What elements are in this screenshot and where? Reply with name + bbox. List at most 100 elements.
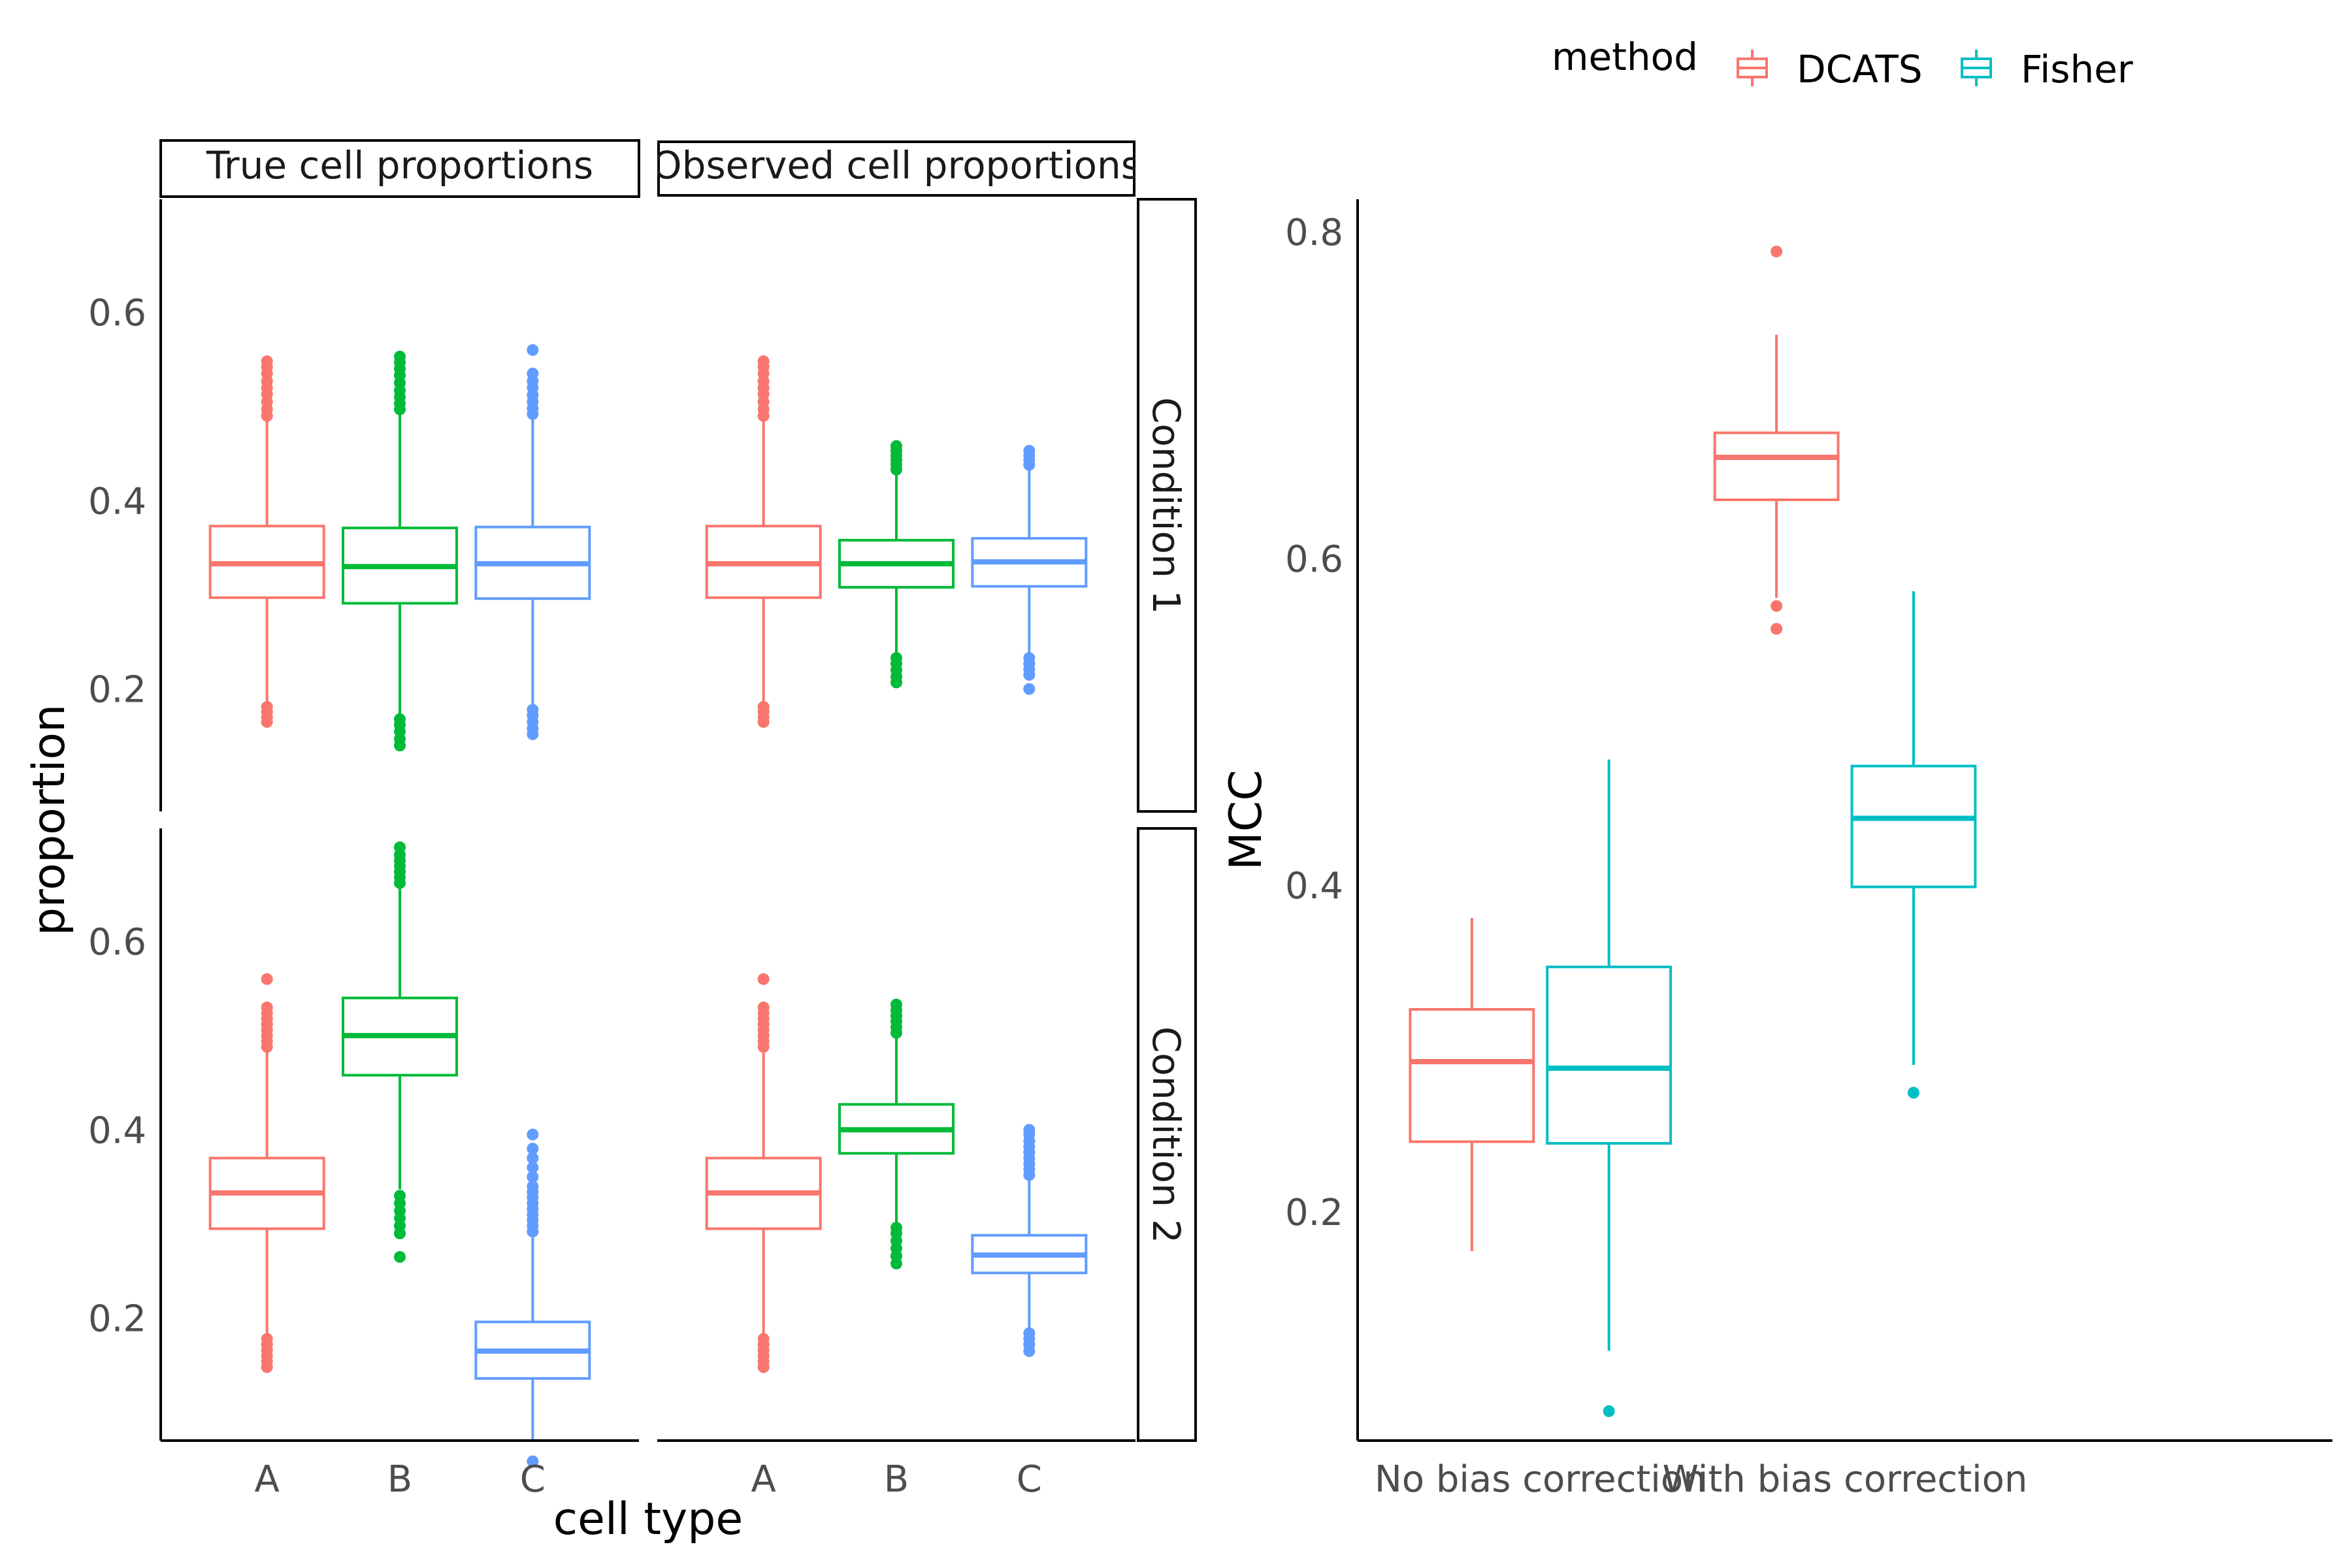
mcc-box-dcats-with-bias-correction-outlier-0: [1771, 623, 1783, 635]
panel-true-cell-proportions-condition-2-box-c-outlier-13: [527, 1143, 539, 1155]
mcc-box-dcats-no-bias-correction-iqr: [1409, 1008, 1535, 1143]
panel-observed-cell-proportions-condition-1-box-a-outlier-12: [757, 355, 770, 367]
legend-item-fisher: Fisher: [1961, 47, 2133, 91]
panel-true-cell-proportions-condition-2-box-a-outlier-5: [261, 1333, 273, 1345]
strip-right-condition-1: [1137, 198, 1197, 813]
panel-true-cell-proportions-condition-2-y-tick-label: 0.6: [88, 921, 146, 964]
mcc-box-fisher-no-bias-correction: [1546, 759, 1673, 1417]
panel-true-cell-proportions-condition-2-x-tick-label-a: A: [255, 1458, 280, 1501]
panel-true-cell-proportions-condition-2-box-c-outlier-9: [527, 1180, 539, 1192]
panel-true-cell-proportions-condition-2-y-tick-label: 0.4: [88, 1109, 146, 1152]
mcc-y-tick-label: 0.2: [1285, 1192, 1343, 1234]
left-x-axis-title: cell type: [553, 1494, 743, 1545]
panel-true-cell-proportions-condition-1-box-b: [342, 350, 458, 752]
panel-observed-cell-proportions-condition-1-box-c-outlier-4: [1023, 652, 1036, 664]
panel-true-cell-proportions-condition-1-y-tick-label: 0.2: [88, 669, 146, 711]
panel-observed-cell-proportions-condition-2-box-a-outlier-14: [757, 973, 770, 985]
mcc-box-dcats-no-bias-correction: [1409, 918, 1535, 1251]
panel-observed-cell-proportions-condition-2: A B C: [657, 973, 1135, 1501]
panel-true-cell-proportions-condition-2-x-tick-label-c: C: [520, 1458, 546, 1501]
panel-true-cell-proportions-condition-2-box-c-outlier-11: [527, 1161, 539, 1173]
panel-true-cell-proportions-condition-2-x-tick-label-b: B: [387, 1458, 412, 1501]
panel-observed-cell-proportions-condition-1-box-b: [838, 440, 955, 689]
panel-observed-cell-proportions-condition-2-box-b-outlier-11: [890, 998, 902, 1011]
strip-right-condition-2: [1137, 827, 1197, 1442]
mcc-box-dcats-with-bias-correction-iqr: [1713, 431, 1840, 501]
panel-true-cell-proportions-condition-2-box-c-outlier-0: [527, 1455, 539, 1467]
panel-true-cell-proportions-condition-2-box-b-outlier-13: [394, 841, 406, 853]
legend-label-fisher: Fisher: [2021, 47, 2133, 91]
mcc-box-fisher-no-bias-correction-outlier-0: [1603, 1405, 1615, 1417]
panel-observed-cell-proportions-condition-2-box-c-outlier-3: [1023, 1327, 1036, 1339]
panel-true-cell-proportions-condition-1-box-a-outlier-3: [261, 700, 273, 713]
panel-true-cell-proportions-condition-1-box-c-outlier-11: [527, 367, 539, 380]
panel-observed-cell-proportions-condition-2-box-a: [705, 973, 822, 1373]
panel-observed-cell-proportions-condition-2-box-c: [971, 1124, 1088, 1358]
panel-observed-cell-proportions-condition-2-box-b: [838, 998, 955, 1269]
panel-observed-cell-proportions-condition-1-box-b-outlier-10: [890, 440, 902, 452]
panel-observed-cell-proportions-condition-1: [705, 355, 1088, 728]
panel-true-cell-proportions-condition-2-box-c: [474, 1128, 591, 1467]
panel-observed-cell-proportions-condition-2-box-b-outlier-5: [890, 1222, 902, 1234]
panel-true-cell-proportions-condition-2-box-c-outlier-14: [527, 1128, 539, 1141]
panel-true-cell-proportions-condition-1-box-a-outlier-12: [261, 355, 273, 367]
panel-observed-cell-proportions-condition-2-box-a-outlier-5: [757, 1333, 770, 1345]
panel-true-cell-proportions-condition-2-box-c-outlier-10: [527, 1171, 539, 1183]
mcc-box-dcats-with-bias-correction-outlier-2: [1771, 246, 1783, 257]
mcc-box-fisher-with-bias-correction-iqr: [1850, 764, 1977, 889]
panel-true-cell-proportions-condition-2-box-c-outlier-12: [527, 1152, 539, 1164]
facet-chart: 0.2 0.4 0.6 0.2 0.4 0.6 A B C A B C True cell propo…: [24, 139, 1197, 1545]
mcc-box-dcats-with-bias-correction: [1713, 246, 1840, 635]
panel-true-cell-proportions-condition-1: 0.2 0.4 0.6: [88, 199, 591, 811]
panel-true-cell-proportions-condition-2: 0.2 0.4 0.6 A B C: [88, 828, 639, 1501]
panel-true-cell-proportions-condition-1-box-c: [474, 344, 591, 740]
panel-observed-cell-proportions-condition-2-x-tick-label-a: A: [751, 1458, 776, 1501]
mcc-x-tick-label-no-bias-correction: No bias correction: [1375, 1458, 1707, 1501]
mcc-box-fisher-no-bias-correction-iqr: [1546, 966, 1673, 1145]
strip-right-condition-1-label: Condition 1: [1144, 397, 1188, 614]
mcc-box-dcats-with-bias-correction-outlier-1: [1771, 600, 1783, 612]
panel-true-cell-proportions-condition-2-y-tick-label: 0.2: [88, 1298, 146, 1341]
panel-observed-cell-proportions-condition-1-box-c: [971, 444, 1088, 695]
mcc-box-fisher-with-bias-correction: [1850, 591, 1977, 1099]
panel-observed-cell-proportions-condition-2-x-tick-label-b: B: [884, 1458, 909, 1501]
panel-observed-cell-proportions-condition-2-x-tick-label-c: C: [1017, 1458, 1042, 1501]
panel-true-cell-proportions-condition-1-box-b-outlier-13: [394, 350, 406, 363]
panel-true-cell-proportions-condition-1-box-b-outlier-4: [394, 713, 406, 725]
panel-observed-cell-proportions-condition-2-box-c-outlier-12: [1023, 1124, 1036, 1136]
strip-right-condition-2-label: Condition 2: [1144, 1026, 1188, 1243]
panel-true-cell-proportions-condition-1-box-c-outlier-4: [527, 704, 539, 716]
strip-top-observed-label: Observed cell proportions: [652, 143, 1141, 188]
panel-observed-cell-proportions-condition-2-box-a-outlier-13: [757, 1001, 770, 1013]
mcc-y-tick-label: 0.6: [1285, 538, 1343, 581]
strip-top-observed: [657, 140, 1135, 197]
legend-label-dcats: DCATS: [1797, 47, 1923, 91]
panel-true-cell-proportions-condition-1-y-tick-label: 0.6: [88, 292, 146, 335]
legend: method DCATS Fisher: [1552, 35, 2133, 91]
mcc-y-tick-label: 0.4: [1285, 865, 1343, 907]
mcc-x-tick-label-with-bias-correction: With bias correction: [1663, 1458, 2028, 1501]
panel-observed-cell-proportions-condition-1-box-a-outlier-3: [757, 700, 770, 713]
strip-top-true: [159, 139, 640, 198]
panel-true-cell-proportions-condition-1-box-a: [208, 355, 325, 728]
panel-true-cell-proportions-condition-2-box-b: [342, 841, 458, 1263]
panel-true-cell-proportions-condition-2-box-a-outlier-14: [261, 973, 273, 985]
panel-true-cell-proportions-condition-2-box-a: [208, 973, 325, 1373]
panel-observed-cell-proportions-condition-1-box-b-outlier-4: [890, 652, 902, 664]
panel-true-cell-proportions-condition-2-box-b-outlier-0: [394, 1250, 406, 1263]
legend-title: method: [1552, 35, 1698, 79]
panel-true-cell-proportions-condition-1-y-tick-label: 0.4: [88, 480, 146, 523]
mcc-box-fisher-with-bias-correction-outlier-0: [1907, 1086, 1919, 1099]
right-y-axis-title: MCC: [1220, 770, 1272, 870]
panel-true-cell-proportions-condition-2-box-b-outlier-6: [394, 1190, 406, 1202]
panel-observed-cell-proportions-condition-1-box-c-outlier-0: [1023, 683, 1036, 695]
strip-top-true-label: True cell proportions: [206, 143, 593, 188]
panel-observed-cell-proportions-condition-1-box-c-outlier-8: [1023, 444, 1036, 457]
legend-item-dcats: DCATS: [1737, 47, 1923, 91]
panel-observed-cell-proportions-condition-1-box-a: [705, 355, 822, 728]
left-y-axis-title: proportion: [24, 704, 75, 936]
panel-true-cell-proportions-condition-1-box-c-outlier-12: [527, 344, 539, 356]
panel-true-cell-proportions-condition-2-box-a-outlier-13: [261, 1001, 273, 1013]
